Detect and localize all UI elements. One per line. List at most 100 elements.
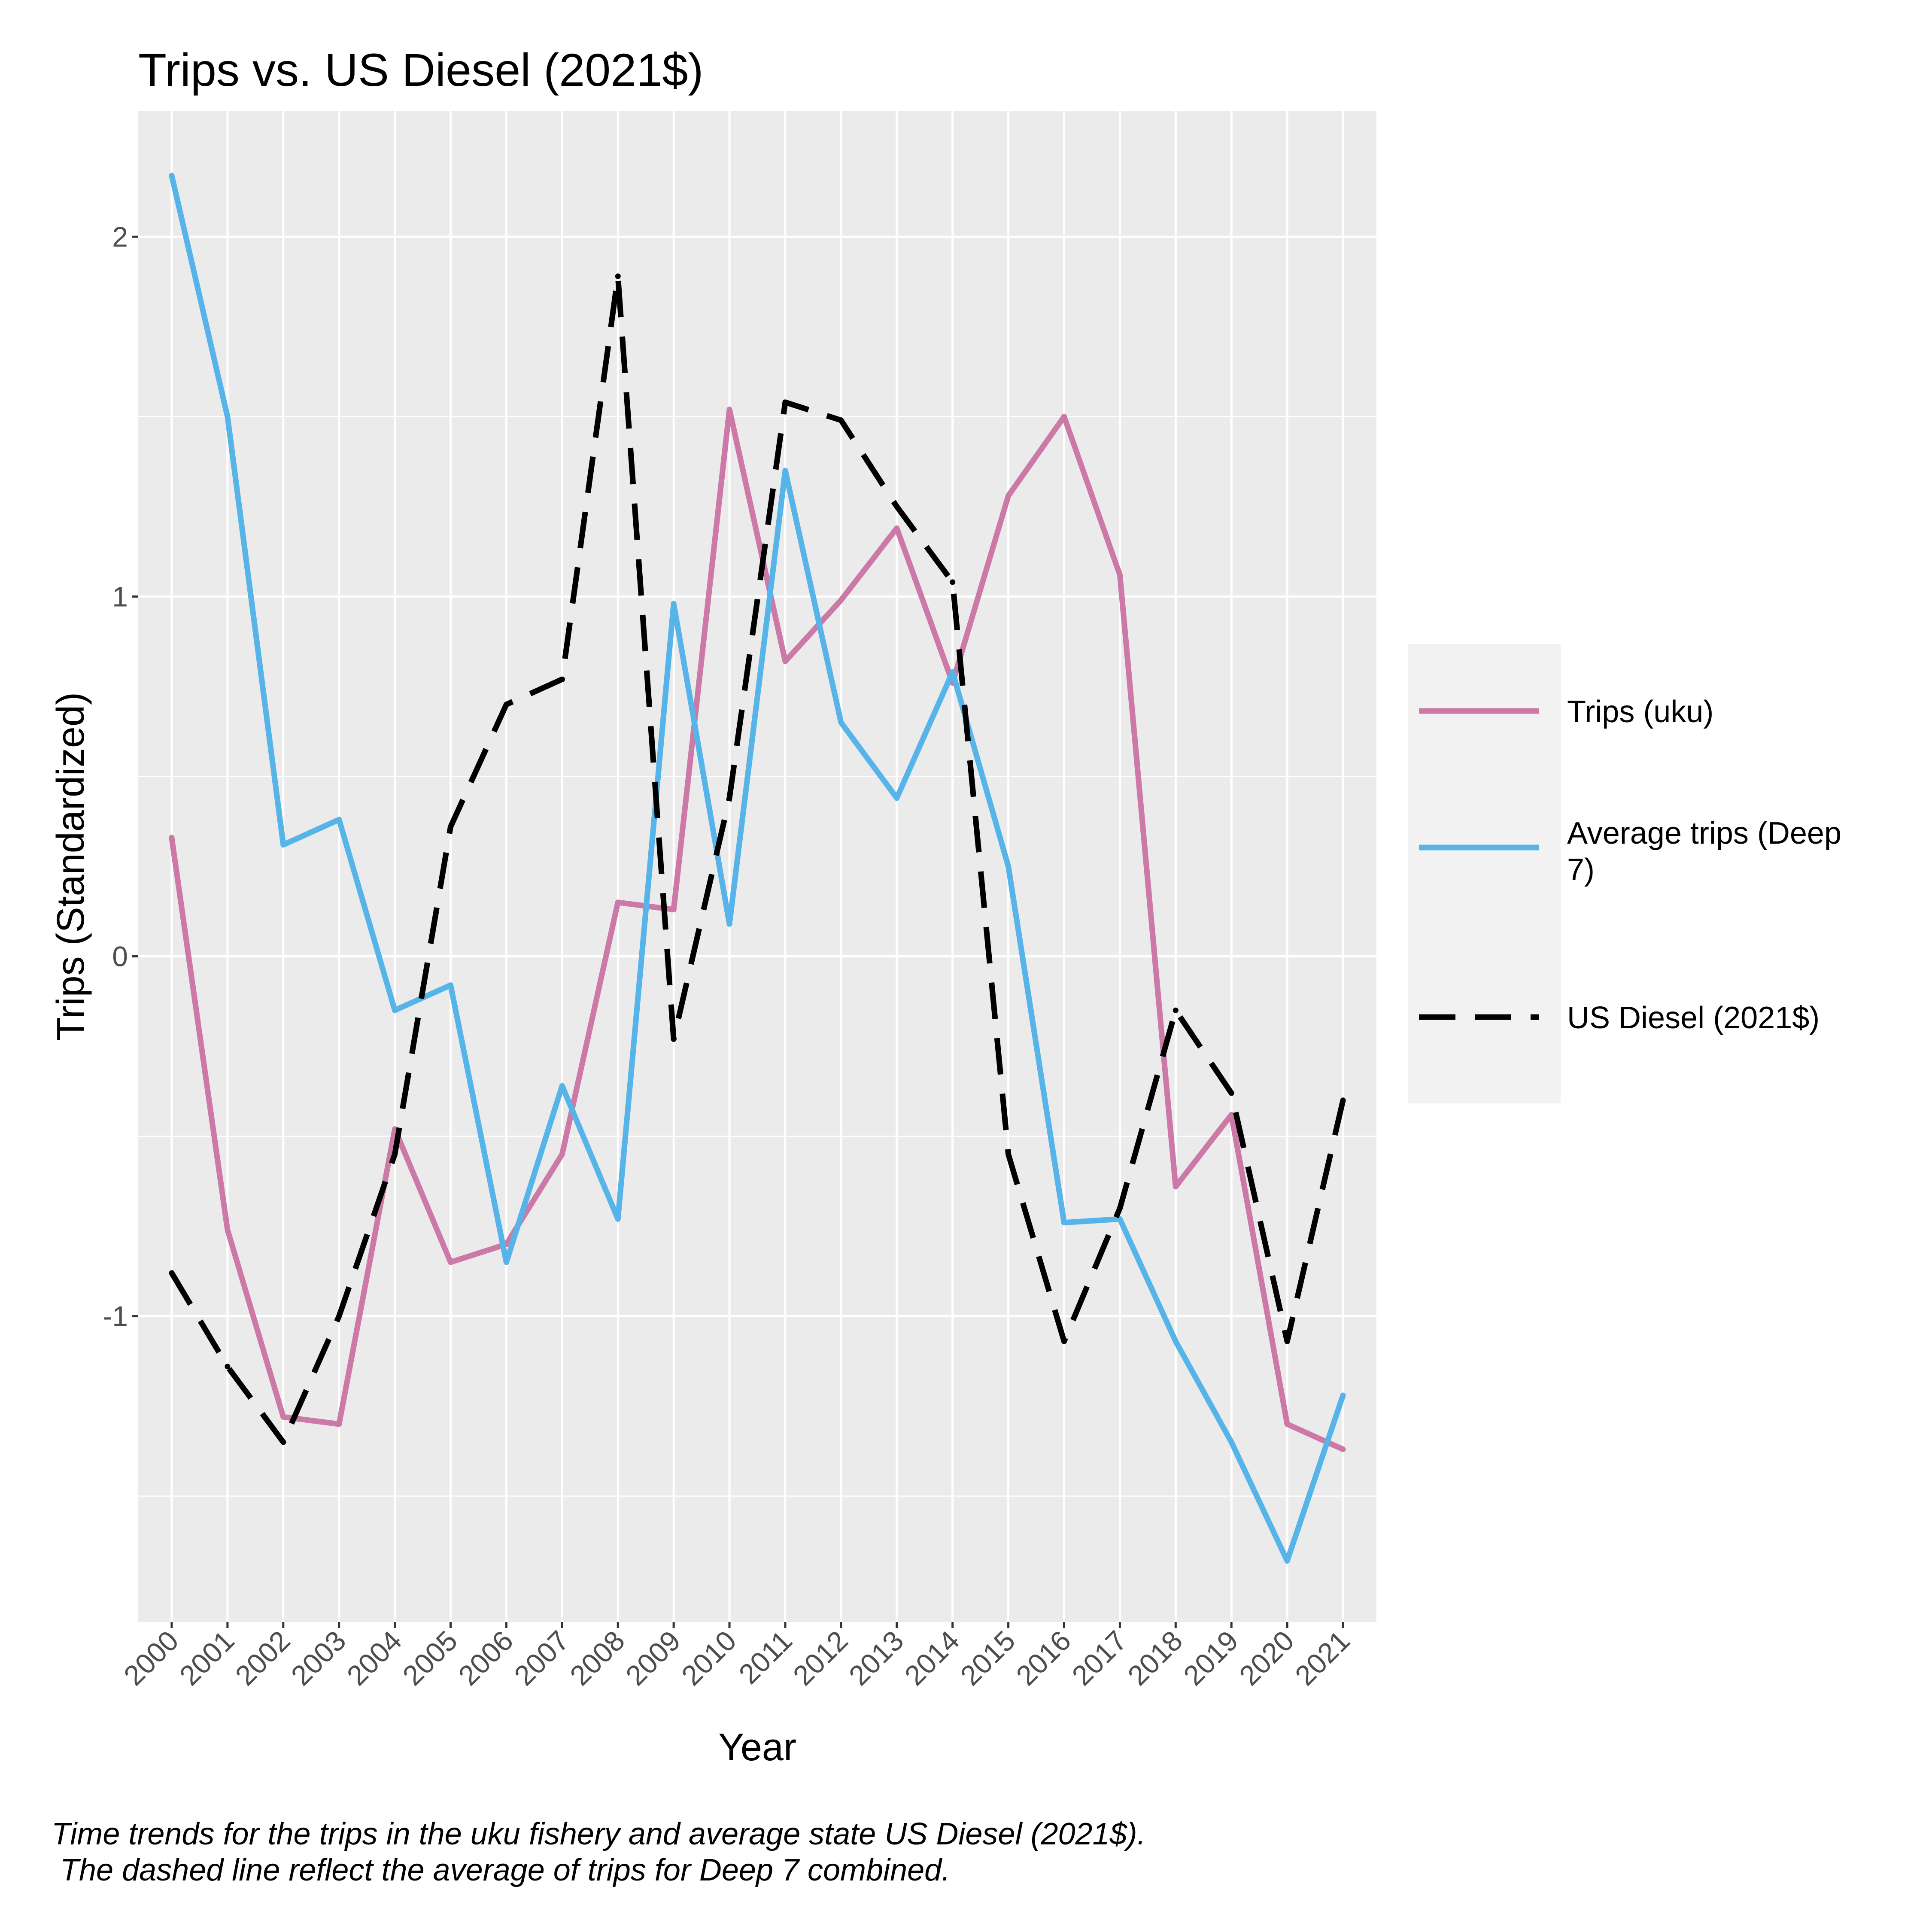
x-axis: 2000200120022003200420052006200720082009… (118, 1622, 1356, 1692)
series-2-point (950, 579, 956, 585)
series-2-point (894, 504, 900, 510)
series-2-point (1284, 1338, 1290, 1344)
x-tick-label: 2012 (787, 1625, 854, 1692)
x-tick-label: 2014 (898, 1625, 965, 1692)
x-tick-label: 2011 (732, 1625, 798, 1690)
x-tick-label: 2019 (1177, 1625, 1244, 1692)
series-2-point (336, 1313, 342, 1319)
series-2-point (726, 795, 732, 801)
y-axis: -1 0 1 2 (103, 221, 138, 1332)
series-0-point (1228, 1112, 1234, 1118)
series-1-point (280, 842, 286, 848)
series-0-point (782, 658, 788, 664)
series-0-point (559, 1151, 565, 1157)
series-2-point (1061, 1338, 1067, 1344)
series-2-point (169, 1270, 175, 1276)
series-1-point (169, 173, 175, 179)
x-tick-label: 2008 (564, 1625, 631, 1692)
series-1-point (503, 1259, 509, 1265)
series-0-point (1061, 413, 1067, 419)
series-2-point (838, 417, 844, 423)
series-0-point (280, 1414, 286, 1420)
legend-label-0: Trips (uku) (1567, 695, 1713, 729)
series-1-point (782, 468, 788, 474)
y-axis-title: Trips (Standardized) (49, 692, 92, 1041)
plot-panel (138, 111, 1376, 1622)
series-1-point (392, 1007, 398, 1013)
series-layer (169, 173, 1346, 1564)
x-tick-label: 2003 (285, 1625, 352, 1692)
x-tick-label: 2005 (396, 1625, 463, 1692)
series-2-point (447, 824, 453, 830)
series-1-point (1061, 1220, 1067, 1226)
series-0-point (1117, 572, 1123, 578)
series-2-point (1117, 1205, 1123, 1211)
caption-line-1: Time trends for the trips in the uku fis… (52, 1817, 1146, 1851)
series-1-point (1340, 1392, 1346, 1398)
series-1-point (726, 921, 732, 927)
legend: Trips (uku) Average trips (Deep 7) US Diese… (1408, 644, 1841, 1103)
series-0-point (838, 597, 844, 603)
series-2-point (225, 1364, 231, 1370)
series-0-point (225, 1227, 231, 1233)
chart-caption: Time trends for the trips in the uku fis… (52, 1816, 1898, 1888)
series-0-point (1173, 1184, 1179, 1190)
x-tick-label: 2017 (1066, 1625, 1133, 1692)
series-0-point (726, 407, 732, 413)
x-tick-label: 2010 (675, 1625, 742, 1692)
series-0-point (1340, 1446, 1346, 1452)
x-tick-label: 2000 (118, 1625, 185, 1692)
y-tick-label: 2 (112, 221, 128, 252)
series-1-point (1228, 1439, 1234, 1445)
legend-label-1: Average trips (Deep 7) (1567, 816, 1841, 887)
series-0-point (1284, 1421, 1290, 1427)
series-0-point (169, 835, 175, 841)
series-1-point (1284, 1558, 1290, 1564)
series-2-point (503, 702, 509, 708)
x-tick-label: 2018 (1121, 1625, 1188, 1692)
series-line-2 (169, 273, 1346, 1445)
x-tick-label: 2015 (954, 1625, 1021, 1692)
series-1-point (950, 669, 956, 675)
series-1-point (559, 1083, 565, 1089)
series-2-point (1340, 1097, 1346, 1103)
x-tick-label: 2009 (620, 1625, 687, 1692)
series-1-point (447, 982, 453, 988)
series-2-point (1173, 1007, 1179, 1013)
series-2-point (671, 1036, 677, 1042)
x-tick-label: 2016 (1010, 1625, 1077, 1692)
x-tick-label: 2001 (173, 1625, 240, 1692)
series-0-point (894, 525, 900, 531)
series-2-point (392, 1151, 398, 1157)
y-tick-label: -1 (103, 1300, 128, 1332)
series-2-point (782, 399, 788, 405)
series-2-point (1228, 1090, 1234, 1096)
x-tick-label: 2002 (229, 1625, 296, 1692)
series-1-point (225, 413, 231, 419)
legend-background (1408, 644, 1561, 1103)
chart-title: Trips vs. US Diesel (2021$) (138, 44, 703, 96)
series-line-1 (169, 175, 1346, 1564)
series-2-point (559, 676, 565, 682)
series-1-point (336, 817, 342, 823)
series-0-point (671, 907, 677, 913)
x-tick-label: 2004 (340, 1625, 407, 1692)
x-axis-title: Year (718, 1726, 796, 1769)
series-line-0 (169, 407, 1344, 1452)
caption-line-2: The dashed line reflect the average of t… (52, 1853, 951, 1887)
series-0-point (447, 1259, 453, 1265)
series-0-point (1005, 493, 1012, 499)
series-1-point (894, 795, 900, 801)
series-2-point (615, 273, 621, 279)
series-1-point (1005, 863, 1012, 869)
x-tick-label: 2007 (508, 1625, 575, 1692)
series-0-point (615, 899, 621, 905)
legend-label-2: US Diesel (2021$) (1567, 1001, 1820, 1035)
series-1-point (1173, 1338, 1179, 1344)
series-0-point (336, 1421, 342, 1427)
x-tick-label: 2020 (1233, 1625, 1300, 1692)
x-tick-label: 2021 (1289, 1625, 1356, 1692)
series-1-point (615, 1216, 621, 1222)
y-tick-label: 0 (112, 941, 128, 972)
